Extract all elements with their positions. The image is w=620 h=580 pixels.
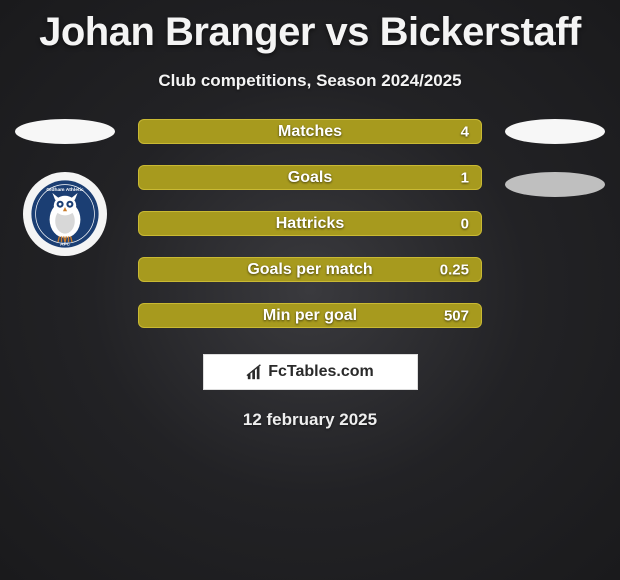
- stat-value: 4: [461, 123, 469, 140]
- player-right-placeholder-2: [505, 172, 605, 197]
- right-player-column: [500, 119, 610, 225]
- stat-value: 0: [461, 215, 469, 232]
- bar-chart-icon: [246, 363, 264, 381]
- svg-text:Oldham Athletic: Oldham Athletic: [46, 187, 84, 193]
- svg-text:AFC: AFC: [60, 242, 71, 248]
- stat-label: Matches: [278, 123, 342, 141]
- brand-label: FcTables.com: [268, 363, 374, 381]
- comparison-title: Johan Branger vs Bickerstaff: [0, 0, 620, 55]
- brand-watermark: FcTables.com: [203, 354, 418, 390]
- stat-value: 0.25: [440, 261, 469, 278]
- stat-bar: Goals per match 0.25: [138, 257, 482, 282]
- stat-bar: Matches 4: [138, 119, 482, 144]
- stat-bar: Goals 1: [138, 165, 482, 190]
- crest-owl-icon: Oldham Athletic AFC: [30, 179, 100, 249]
- stat-label: Goals: [288, 169, 332, 187]
- left-player-column: Oldham Athletic AFC: [10, 119, 120, 256]
- stat-bar: Hattricks 0: [138, 211, 482, 236]
- date-label: 12 february 2025: [0, 410, 620, 430]
- player-left-placeholder: [15, 119, 115, 144]
- club-crest-left: Oldham Athletic AFC: [23, 172, 107, 256]
- stat-label: Min per goal: [263, 307, 357, 325]
- player-right-placeholder-1: [505, 119, 605, 144]
- content-row: Oldham Athletic AFC: [0, 119, 620, 328]
- stat-value: 507: [444, 307, 469, 324]
- stat-label: Goals per match: [247, 261, 372, 279]
- stat-value: 1: [461, 169, 469, 186]
- stat-bar: Min per goal 507: [138, 303, 482, 328]
- subtitle: Club competitions, Season 2024/2025: [0, 71, 620, 91]
- stats-list: Matches 4 Goals 1 Hattricks 0 Goals per …: [138, 119, 482, 328]
- stat-label: Hattricks: [276, 215, 344, 233]
